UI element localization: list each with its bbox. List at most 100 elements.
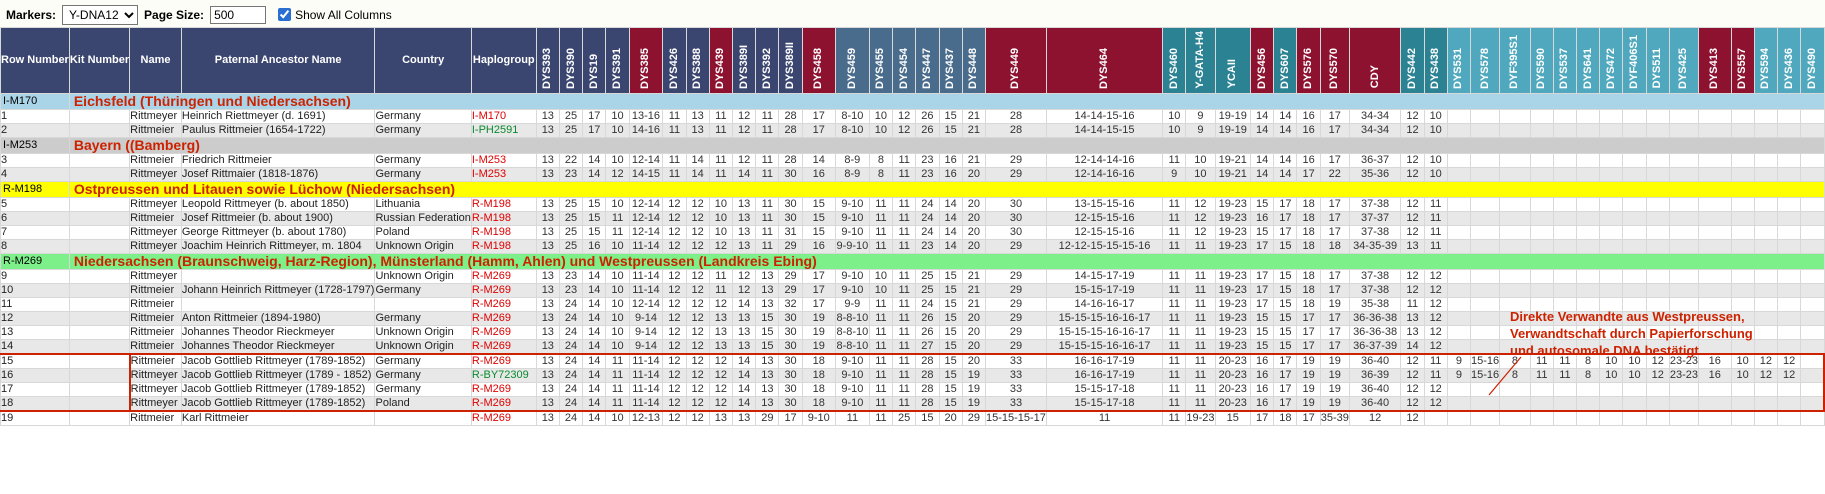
table-row[interactable]: 17 Rittmeyer Jacob Gottlieb Rittmeyer (178… [0,381,1825,397]
column-header-dys389i[interactable]: DYS389I [731,27,757,94]
table-row[interactable]: 16 Rittmeyer Jacob Gottlieb Rittmeyer (178… [0,367,1825,383]
column-header-dys576[interactable]: DYS576 [1296,27,1321,94]
column-header-dys490[interactable]: DYS490 [1800,27,1825,94]
cell-marker-dys425 [1668,224,1700,240]
column-header-dys437[interactable]: DYS437 [938,27,963,94]
column-header-dys439[interactable]: DYS439 [708,27,733,94]
cell-kit-number [68,352,131,369]
column-header-dys594[interactable]: DYS594 [1753,27,1778,94]
column-header-ycaii[interactable]: YCAII [1214,27,1251,94]
column-header-dys459[interactable]: DYS459 [834,27,870,94]
show-all-columns-group[interactable]: Show All Columns [278,8,392,22]
column-header-country[interactable]: Country [374,27,472,94]
column-header-haplogroup[interactable]: Haplogroup [470,27,537,94]
column-header-dys511[interactable]: DYS511 [1645,27,1670,94]
column-header-dys425[interactable]: DYS425 [1668,27,1700,94]
markers-select[interactable]: Y-DNA12 [62,4,139,25]
show-all-columns-checkbox[interactable] [278,8,292,21]
table-row[interactable]: 18 Rittmeyer Jacob Gottlieb Rittmeyer (178… [0,395,1825,412]
cell-marker-dys511 [1645,108,1670,124]
table-row[interactable]: 7 Rittmeyer George Rittmeyer (b. about 178… [0,224,1825,240]
column-header-dys385[interactable]: DYS385 [628,27,664,94]
column-header-dyf395s1[interactable]: DYF395S1 [1499,27,1531,94]
table-row[interactable]: 8 Rittmeyer Joachim Heinrich Rittmeyer, m.… [0,238,1825,254]
column-header-dys19[interactable]: DYS19 [582,27,607,94]
column-header-dys641[interactable]: DYS641 [1576,27,1601,94]
column-header-dys426[interactable]: DYS426 [662,27,687,94]
column-header-dys389ii[interactable]: DYS389II [778,27,803,94]
column-header-dys531[interactable]: DYS531 [1446,27,1471,94]
cell-marker-dys460: 11 [1162,282,1187,298]
column-header-dys388[interactable]: DYS388 [685,27,710,94]
cell-row-number: 13 [0,324,70,340]
cell-marker-dys426: 12 [662,310,687,326]
column-header-dys456[interactable]: DYS456 [1249,27,1275,94]
table-row[interactable]: 12 Rittmeier Anton Rittmeier (1894-1980) Ge… [0,310,1825,326]
column-header-dys537[interactable]: DYS537 [1552,27,1578,94]
cell-marker-dys456: 16 [1249,367,1275,383]
table-row[interactable]: 3 Rittmeier Friedrich Rittmeier Germany I-M2… [0,152,1825,168]
column-header-cdy[interactable]: CDY [1348,27,1402,94]
table-row[interactable]: 11 Rittmeier R-M269 13 24 14 10 12-14 12 12 12 14 13… [0,296,1825,312]
cell-marker-dys641 [1576,108,1601,124]
column-header-label: DYS578 [1478,47,1491,89]
column-header-dys449[interactable]: DYS449 [984,27,1047,94]
table-row[interactable]: 15 Rittmeier Jacob Gottlieb Rittmeyer (178… [0,352,1825,369]
cell-marker-dys413 [1698,196,1732,212]
page-size-label: Page Size: [144,7,205,22]
column-header-row-number[interactable]: Row Number [0,27,70,94]
page-size-input[interactable] [210,5,267,24]
cell-marker-dys464: 12-14-16-16 [1045,166,1164,182]
cell-marker-dys442: 14 [1400,338,1425,355]
column-header-dys607[interactable]: DYS607 [1273,27,1298,94]
cell-marker-dys449: 29 [984,152,1047,168]
column-header-dys472[interactable]: DYS472 [1599,27,1624,94]
column-header-dys392[interactable]: DYS392 [755,27,780,94]
cell-marker-dys389ii: 28 [778,122,803,138]
column-header-dys393[interactable]: DYS393 [535,27,560,94]
column-header-dys391[interactable]: DYS391 [605,27,630,94]
column-header-y-gata-h4[interactable]: Y-GATA-H4 [1185,27,1216,94]
cell-name: Rittmeier [129,410,182,426]
cell-marker-dys447: 24 [915,296,940,312]
table-row[interactable]: 13 Rittmeier Johannes Theodor Rieckmeyer Un… [0,324,1825,340]
column-header-dys442[interactable]: DYS442 [1400,27,1425,94]
column-header-dys557[interactable]: DYS557 [1730,27,1755,94]
column-header-dys460[interactable]: DYS460 [1162,27,1187,94]
cell-marker-dyf406s1 [1622,196,1647,212]
column-header-dys458[interactable]: DYS458 [801,27,836,94]
column-header-dys578[interactable]: DYS578 [1469,27,1501,94]
column-header-dys448[interactable]: DYS448 [961,27,986,94]
column-header-dys447[interactable]: DYS447 [915,27,940,94]
table-row[interactable]: 9 Rittmeyer Unknown Origin R-M269 13 23 14 10 11… [0,268,1825,284]
cell-country [374,296,472,312]
table-row[interactable]: 1 Rittmeyer Heinrich Riettmeyer (d. 1691) G… [0,108,1825,124]
column-header-dys436[interactable]: DYS436 [1776,27,1802,94]
cell-marker-dys390: 23 [558,282,584,298]
table-row[interactable]: 5 Rittmeyer Leopold Rittmeyer (b. about 18… [0,196,1825,212]
column-header-paternal-ancestor-name[interactable]: Paternal Ancestor Name [180,27,376,94]
column-header-dys464[interactable]: DYS464 [1045,27,1164,94]
column-header-kit-number[interactable]: Kit Number [68,27,131,94]
cell-marker-dys570: 19 [1319,296,1350,312]
column-header-dys570[interactable]: DYS570 [1319,27,1350,94]
table-row[interactable]: 10 Rittmeier Johann Heinrich Rittmeyer (17… [0,282,1825,298]
table-row[interactable]: 19 Rittmeier Karl Rittmeier R-M269 13 24 14 10 1… [0,410,1825,426]
table-row[interactable]: 6 Rittmeier Josef Rittmeier (b. about 1900… [0,210,1825,226]
column-header-dys454[interactable]: DYS454 [892,27,917,94]
column-header-dys455[interactable]: DYS455 [868,27,894,94]
cell-marker-dys531 [1446,152,1471,168]
column-header-dyf406s1[interactable]: DYF406S1 [1622,27,1647,94]
table-row[interactable]: 14 Rittmeier Johannes Theodor Rieckmeyer Un… [0,338,1825,355]
table-row[interactable]: 2 Rittmeier Paulus Rittmeier (1654-1722) Ge… [0,122,1825,138]
column-header-dys438[interactable]: DYS438 [1423,27,1448,94]
column-header-dys390[interactable]: DYS390 [558,27,584,94]
column-header-name[interactable]: Name [129,27,182,94]
cell-marker-dys458: 16 [801,166,836,182]
cell-marker-dys437: 15 [938,268,963,284]
cell-marker-dys464: 14-14-15-15 [1045,122,1164,138]
column-header-dys413[interactable]: DYS413 [1698,27,1732,94]
cell-marker-dys392: 11 [755,210,780,226]
table-row[interactable]: 4 Rittmeyer Josef Rittmaier (1818-1876) Ger… [0,166,1825,182]
column-header-dys590[interactable]: DYS590 [1529,27,1554,94]
